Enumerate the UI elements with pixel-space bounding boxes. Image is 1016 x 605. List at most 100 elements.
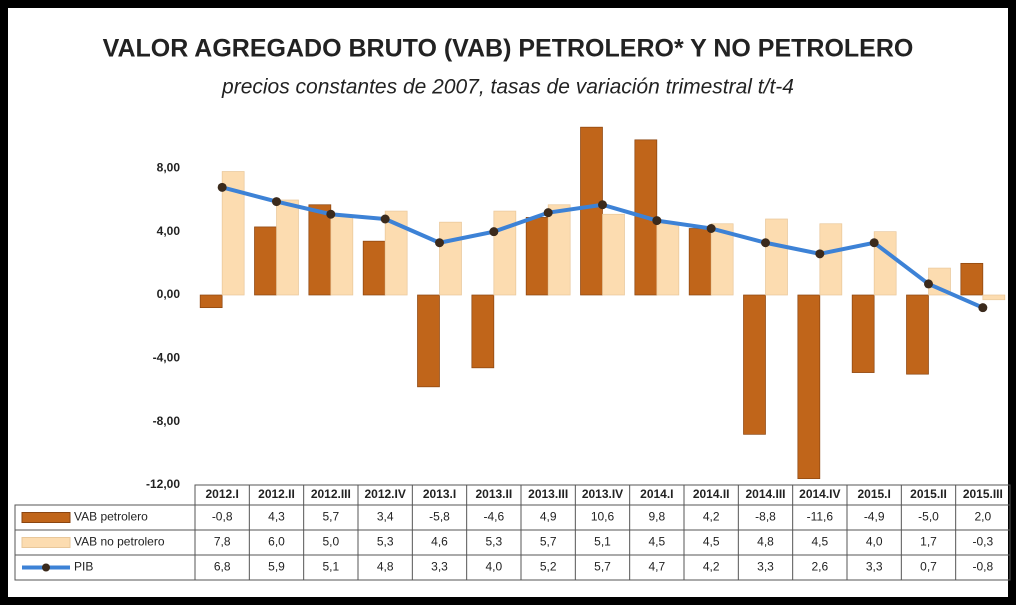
table-value: 6,0 — [268, 535, 285, 549]
background — [8, 8, 1008, 597]
table-value: 4,5 — [648, 535, 665, 549]
table-value: 5,3 — [377, 535, 394, 549]
table-value: 9,8 — [648, 510, 665, 524]
table-value: 3,3 — [431, 560, 448, 574]
table-value: 10,6 — [591, 510, 615, 524]
table-value: 2,0 — [974, 510, 991, 524]
table-value: -4,6 — [483, 510, 504, 524]
bar — [982, 294, 1006, 301]
table-value: 2,6 — [811, 560, 828, 574]
table-value: 5,7 — [322, 510, 339, 524]
x-tick-label: 2015.III — [963, 487, 1003, 501]
bar — [308, 204, 332, 296]
bar — [199, 294, 223, 309]
bar — [439, 221, 462, 296]
line-marker — [815, 249, 825, 259]
line-marker — [652, 216, 662, 226]
x-tick-label: 2013.IV — [582, 487, 623, 501]
bar — [362, 240, 386, 296]
x-tick-label: 2013.III — [528, 487, 568, 501]
line-marker — [380, 214, 390, 224]
bar — [602, 213, 625, 296]
table-value: -4,9 — [864, 510, 885, 524]
bar — [960, 262, 984, 296]
legend-label: PIB — [74, 560, 93, 574]
line-marker — [598, 200, 607, 210]
bar — [710, 223, 734, 296]
bar — [471, 294, 495, 369]
x-tick-label: 2015.II — [910, 487, 947, 501]
table-value: 4,5 — [703, 535, 720, 549]
chart-title: VALOR AGREGADO BRUTO (VAB) PETROLERO* Y … — [103, 35, 914, 63]
table-value: -5,8 — [429, 510, 450, 524]
legend-swatch — [21, 537, 71, 548]
legend-label: VAB no petrolero — [74, 535, 165, 549]
bar — [221, 171, 245, 296]
bar — [254, 226, 277, 296]
table-value: 5,0 — [322, 535, 339, 549]
table-value: 7,8 — [214, 535, 231, 549]
bar — [906, 294, 929, 375]
x-tick-label: 2012.II — [258, 487, 295, 501]
bar — [743, 294, 766, 435]
line-marker — [435, 238, 444, 248]
table-value: 4,0 — [485, 560, 502, 574]
table-value: -0,8 — [212, 510, 233, 524]
table-value: -5,0 — [918, 510, 939, 524]
table-value: 5,2 — [540, 560, 557, 574]
x-tick-label: 2012.III — [311, 487, 351, 501]
table-value: -0,8 — [972, 560, 993, 574]
legend-swatch — [21, 512, 71, 523]
line-marker — [543, 208, 553, 218]
x-tick-label: 2014.I — [640, 487, 673, 501]
table-value: -8,8 — [755, 510, 776, 524]
y-tick-label: 0,00 — [157, 287, 181, 301]
table-value: 4,2 — [703, 510, 720, 524]
table-value: 5,1 — [322, 560, 339, 574]
bar — [493, 210, 517, 296]
table-value: -0,3 — [972, 535, 993, 549]
table-value: 4,2 — [703, 560, 720, 574]
table-value: 3,3 — [866, 560, 883, 574]
table-value: 4,8 — [757, 535, 774, 549]
bar — [330, 215, 354, 296]
bar — [656, 223, 680, 296]
line-marker — [706, 224, 716, 233]
x-tick-label: 2013.II — [475, 487, 512, 501]
table-value: -11,6 — [807, 510, 834, 524]
table-value: 5,9 — [268, 560, 285, 574]
x-tick-label: 2014.II — [693, 487, 730, 501]
legend-swatch — [42, 563, 50, 572]
table-value: 1,7 — [920, 535, 937, 549]
x-tick-label: 2014.III — [745, 487, 785, 501]
legend-label: VAB petrolero — [74, 510, 148, 524]
table-value: 4,6 — [431, 535, 448, 549]
bar — [276, 199, 299, 296]
table-value: 0,7 — [920, 560, 937, 574]
table-value: 4,7 — [648, 560, 665, 574]
table-value: 4,9 — [540, 510, 557, 524]
line-marker — [869, 238, 879, 248]
x-tick-label: 2014.IV — [799, 487, 840, 501]
bar — [819, 223, 843, 296]
line-marker — [761, 238, 770, 248]
chart-subtitle: precios constantes de 2007, tasas de var… — [221, 76, 794, 99]
table-value: 5,3 — [485, 535, 502, 549]
table-value: 3,4 — [377, 510, 394, 524]
table-value: 4,5 — [811, 535, 828, 549]
table-value: 4,3 — [268, 510, 285, 524]
table-value: 4,8 — [377, 560, 394, 574]
x-tick-label: 2013.I — [423, 487, 456, 501]
bar — [417, 294, 440, 388]
y-tick-label: 4,00 — [157, 224, 181, 238]
line-marker — [924, 279, 933, 289]
bar — [797, 294, 821, 480]
bar — [580, 126, 603, 296]
y-tick-label: -8,00 — [153, 414, 181, 428]
line-marker — [489, 227, 499, 237]
line-marker — [272, 197, 281, 207]
bar — [547, 204, 571, 296]
y-tick-label: -4,00 — [153, 351, 181, 365]
table-value: 5,7 — [594, 560, 611, 574]
